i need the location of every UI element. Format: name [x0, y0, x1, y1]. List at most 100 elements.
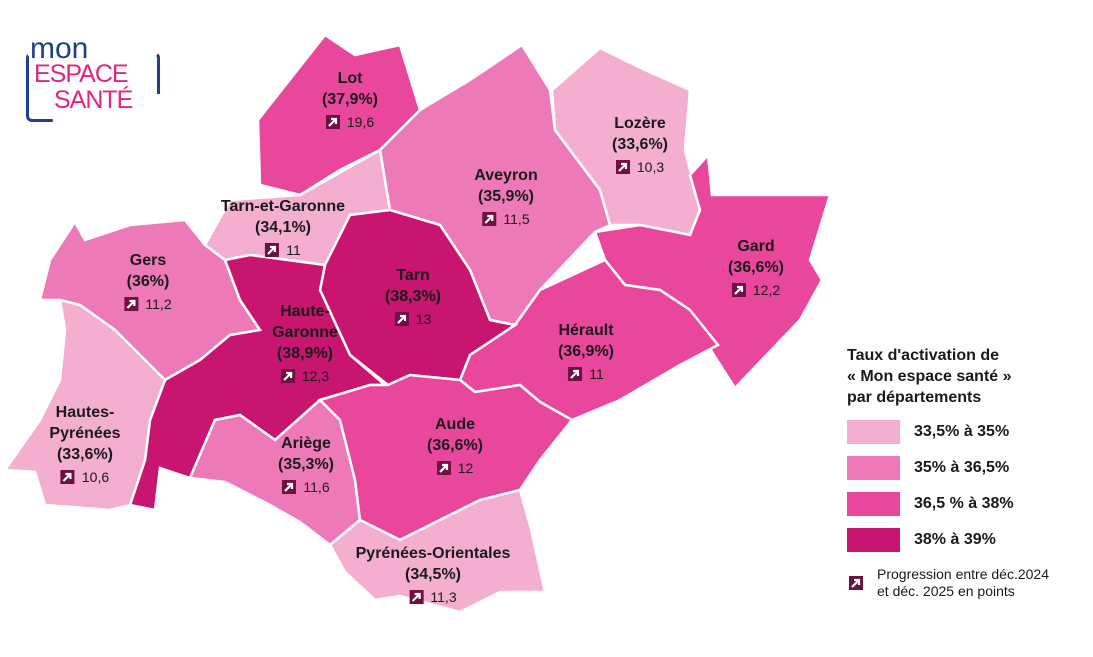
arrow-up-right-icon: [325, 115, 340, 129]
activation-rate: (35,3%): [277, 456, 335, 473]
legend-progress-note: Progression entre déc.2024 et déc. 2025 e…: [847, 566, 1049, 600]
mon-espace-sante-logo: mon ESPACE SANTÉ: [26, 32, 160, 122]
progression: 11,2: [124, 292, 172, 316]
progression: 10,6: [49, 465, 120, 489]
department-label-aveyron: Aveyron (35,9%) 11,5: [474, 165, 537, 231]
arrow-up-right-icon: [409, 590, 424, 604]
arrow-up-right-icon: [849, 576, 863, 590]
logo-line-1: mon: [30, 32, 89, 65]
progression-value: 10,6: [81, 469, 110, 485]
legend-note-1: Progression entre déc.2024: [877, 566, 1049, 582]
legend-swatch: [847, 456, 900, 480]
department-label-gers: Gers (36%) 11,2: [124, 250, 172, 316]
activation-rate: (36,6%): [426, 437, 484, 454]
department-name: Aude: [435, 416, 475, 433]
department-hautes-pyrenees[interactable]: [2, 298, 167, 512]
progression-value: 12: [457, 460, 474, 476]
department-name: Hérault: [558, 322, 614, 339]
department-label-gard: Gard (36,6%) 12,2: [728, 236, 784, 302]
progression-value: 12,2: [752, 282, 781, 298]
legend-swatch: [847, 528, 900, 552]
department-label-tarn-et-garonne: Tarn-et-Garonne (34,1%) 11: [221, 196, 345, 262]
department-name: Pyrénées: [49, 425, 121, 442]
department-name: Ariège: [281, 435, 331, 452]
progression: 12: [427, 456, 483, 480]
department-label-aude: Aude (36,6%) 12: [427, 414, 483, 480]
progression-value: 11,2: [145, 296, 172, 312]
activation-rate: (33,6%): [56, 446, 114, 463]
activation-rate: (36,6%): [727, 259, 785, 276]
legend-title-1: Taux d'activation de: [847, 347, 999, 364]
department-name: Lot: [337, 70, 363, 87]
legend-swatch: [847, 492, 900, 516]
arrow-up-right-icon: [265, 243, 280, 257]
legend-item: 36,5 % à 38%: [847, 492, 1049, 516]
progression: 19,6: [322, 110, 378, 134]
progression-value: 11: [589, 366, 604, 382]
legend-item: 33,5% à 35%: [847, 420, 1049, 444]
progression: 12,2: [728, 278, 784, 302]
department-name: Garonne: [272, 324, 338, 341]
department-label-lot: Lot (37,9%) 19,6: [322, 68, 378, 134]
department-aude[interactable]: [317, 373, 574, 542]
activation-rate: (34,5%): [404, 566, 462, 583]
activation-rate: (36%): [126, 273, 170, 290]
arrow-up-right-icon: [60, 470, 75, 484]
progression-value: 11: [286, 242, 301, 258]
activation-rate: (38,3%): [384, 288, 442, 305]
arrow-up-right-icon: [394, 312, 409, 326]
department-label-ariege: Ariège (35,3%) 11,6: [278, 433, 334, 499]
progression: 11,5: [474, 207, 537, 231]
progression-value: 10,3: [636, 159, 665, 175]
department-label-tarn: Tarn (38,3%) 13: [385, 265, 441, 331]
arrow-up-right-icon: [436, 461, 451, 475]
activation-rate: (34,1%): [254, 219, 312, 236]
legend-swatch: [847, 420, 900, 444]
activation-rate: (37,9%): [321, 91, 379, 108]
logo-line-2: ESPACE: [34, 60, 129, 88]
department-label-hautes-pyrenees: Hautes- Pyrénées (33,6%) 10,6: [49, 402, 120, 489]
progression-value: 13: [415, 311, 432, 327]
progression-value: 11,3: [430, 589, 457, 605]
progression: 13: [385, 307, 441, 331]
progression: 11,6: [278, 475, 334, 499]
arrow-up-right-icon: [280, 369, 295, 383]
legend-label: 38% à 39%: [914, 531, 996, 548]
legend-label: 35% à 36,5%: [914, 459, 1010, 476]
progression-value: 19,6: [346, 114, 375, 130]
legend-item: 35% à 36,5%: [847, 456, 1049, 480]
arrow-up-right-icon: [731, 283, 746, 297]
department-name: Aveyron: [474, 167, 538, 184]
legend-label: 33,5% à 35%: [914, 423, 1010, 440]
department-name: Gard: [737, 238, 775, 255]
progression: 10,3: [612, 155, 668, 179]
activation-rate: (35,9%): [477, 188, 535, 205]
department-label-lozere: Lozère (33,6%) 10,3: [612, 113, 668, 179]
department-name: Gers: [129, 252, 167, 269]
department-label-haute-garonne: Haute- Garonne (38,9%) 12,3: [272, 301, 338, 388]
arrow-up-right-icon: [124, 297, 139, 311]
logo-line-3: SANTÉ: [54, 86, 133, 114]
activation-rate: (33,6%): [611, 136, 669, 153]
activation-rate: (36,9%): [557, 343, 615, 360]
arrow-up-right-icon: [615, 160, 630, 174]
progression: 12,3: [272, 364, 338, 388]
department-name: Tarn-et-Garonne: [220, 198, 346, 215]
department-label-herault: Hérault (36,9%) 11: [558, 320, 614, 386]
department-name: Hautes-: [55, 404, 115, 421]
department-name: Haute-: [280, 303, 330, 320]
legend: Taux d'activation de « Mon espace santé …: [847, 345, 1049, 600]
department-pyrenees-orientales[interactable]: [328, 488, 547, 614]
legend-title-2: « Mon espace santé »: [847, 368, 1012, 385]
progression: 11: [221, 238, 345, 262]
legend-note-2: et déc. 2025 en points: [877, 583, 1015, 599]
progression: 11: [558, 362, 614, 386]
department-name: Lozère: [614, 115, 666, 132]
arrow-up-right-icon: [482, 212, 497, 226]
activation-rate: (38,9%): [276, 345, 334, 362]
department-gard[interactable]: [593, 152, 832, 391]
department-name: Pyrénées-Orientales: [355, 545, 511, 562]
legend-item: 38% à 39%: [847, 528, 1049, 552]
